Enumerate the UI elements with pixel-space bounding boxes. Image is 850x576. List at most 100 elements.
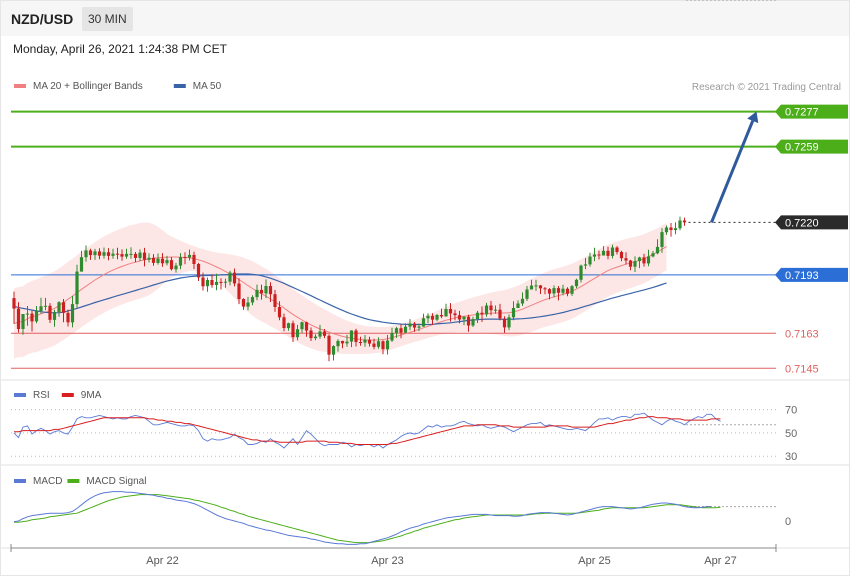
macd-tick-label: 0 [785,516,791,528]
level-tag-last [775,215,848,230]
legend-label: MA 50 [193,81,222,92]
candle-body [39,306,43,312]
x-tick-label: Apr 27 [704,555,736,567]
legend-label: RSI [33,390,50,401]
candle-body [21,314,25,329]
rsi-tick-label: 70 [785,405,797,417]
candle-body [16,308,21,329]
candle-body [651,253,655,257]
level-label: 0.7163 [785,328,819,340]
candle-body [475,312,480,320]
candle-body [615,247,619,252]
candle-body [498,309,502,319]
candle-body [52,311,57,320]
candle-body [399,328,403,333]
candle-body [381,341,385,350]
candle-body [88,250,93,256]
candle-body [678,220,682,229]
candle-body [250,297,255,303]
candle-body [79,257,84,272]
candle-body [556,288,561,293]
candle-body [34,311,39,322]
candle-body [48,305,52,320]
candle-body [174,265,178,270]
chart-header: NZD/USD 30 MIN [1,1,849,36]
candle-body [354,330,358,342]
candle-body [435,315,439,320]
candle-body [655,246,660,254]
candle-body [516,303,520,308]
timeframe-badge[interactable]: 30 MIN [82,7,133,31]
candle-body [421,318,426,327]
candle-body [592,254,597,257]
rsi-tick-label: 30 [785,451,797,463]
price-panel: 0.7277 0.7259 0.7220 0.7193 0.7163 0.7145 MA 2… [11,0,848,375]
candle-body [241,299,246,307]
level-label: 0.7193 [785,270,819,282]
candle-body [619,252,624,259]
level-label: 0.7220 [785,217,819,229]
x-tick-label: Apr 25 [578,555,610,567]
candle-body [376,341,381,347]
candle-body [61,302,66,313]
forecast-arrow-head [747,111,759,124]
candle-body [493,309,498,311]
rsi-tick-label: 50 [785,428,797,440]
legend-label: MA 20 + Bollinger Bands [33,81,143,92]
macd-line [13,491,712,545]
candle-body [246,302,250,307]
candle-body [520,298,525,304]
candle-body [408,323,412,327]
candle-body [214,281,219,285]
candle-body [187,254,192,258]
copyright: Research © 2021 Trading Central [692,82,841,93]
x-tick-label: Apr 23 [371,555,403,567]
candle-body [228,272,232,282]
rsi-ma-line [14,416,721,445]
level-tag-pivot [775,267,848,282]
candle-body [610,247,615,256]
candle-body [561,288,565,293]
candle-body [192,254,196,264]
candle-body [624,258,628,261]
candle-body [259,289,264,294]
candle-body [70,304,75,323]
candle-body [93,251,97,256]
candle-body [327,335,331,355]
candle-body [403,326,408,333]
rsi-line [13,412,721,449]
candle-body [129,253,133,255]
candle-body [120,254,124,257]
candle-body [583,264,588,266]
level-label: 0.7145 [785,363,819,375]
candle-body [462,316,466,320]
candle-body [417,326,421,328]
rsi-panel: RSI 9MA 70 50 30 [11,390,797,463]
candle-body [219,281,223,283]
candle-body [156,258,160,263]
candle-body [390,332,394,341]
legend-swatch [173,84,186,88]
candle-body [358,342,363,343]
legend-swatch [14,393,26,397]
candle-body [543,288,547,290]
candle-body [282,317,286,328]
ma50-line [13,273,667,326]
candle-body [147,257,151,260]
candle-body [223,281,228,283]
candle-body [340,340,345,344]
candle-body [106,252,111,256]
candle-body [318,331,322,337]
candle-body [178,257,183,266]
candle-body [565,288,570,294]
legend-swatch [14,479,26,483]
candle-body [363,339,367,343]
candle-body [394,328,399,333]
candle-body [237,283,241,300]
candle-body [570,286,574,294]
candle-body [115,253,120,255]
candle-body [525,289,529,299]
candle-body [331,346,336,355]
candle-body [669,227,673,230]
